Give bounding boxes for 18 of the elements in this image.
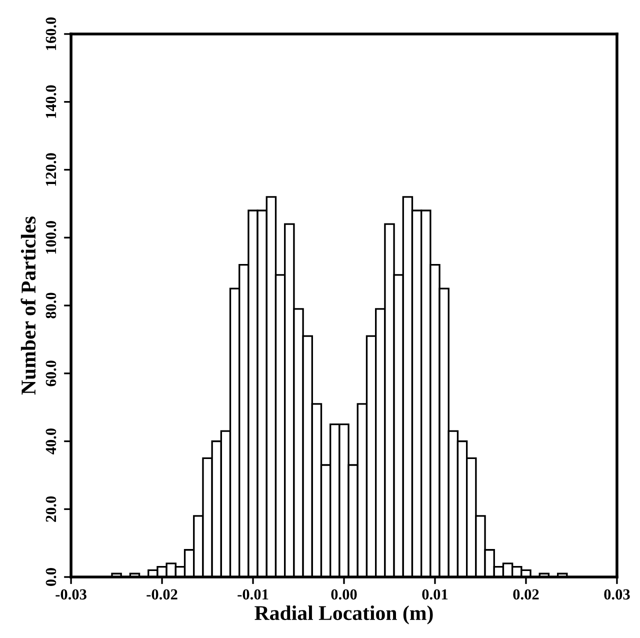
y-tick-label: 120.0: [46, 153, 56, 186]
x-tick-label: -0.03: [56, 589, 86, 600]
y-tick-label: 140.0: [46, 85, 56, 118]
y-tick-label: 0.0: [46, 568, 56, 586]
y-tick-label: 80.0: [46, 292, 56, 318]
y-tick-label: 20.0: [46, 496, 56, 522]
x-tick-label: 0.01: [422, 589, 448, 600]
y-tick-label: 160.0: [46, 17, 56, 50]
x-tick-label: 0.00: [331, 589, 357, 600]
y-tick-label: 40.0: [46, 428, 56, 454]
x-tick-label: -0.01: [238, 589, 268, 600]
x-tick-label: 0.02: [513, 589, 539, 600]
x-axis-title: Radial Location (m): [254, 605, 433, 624]
x-tick-label: -0.02: [146, 589, 178, 600]
y-tick-label: 100.0: [46, 221, 56, 254]
y-tick-label: 60.0: [46, 360, 56, 386]
y-axis-title: Number of Particles: [20, 216, 36, 395]
x-tick-label: 0.03: [604, 589, 630, 600]
